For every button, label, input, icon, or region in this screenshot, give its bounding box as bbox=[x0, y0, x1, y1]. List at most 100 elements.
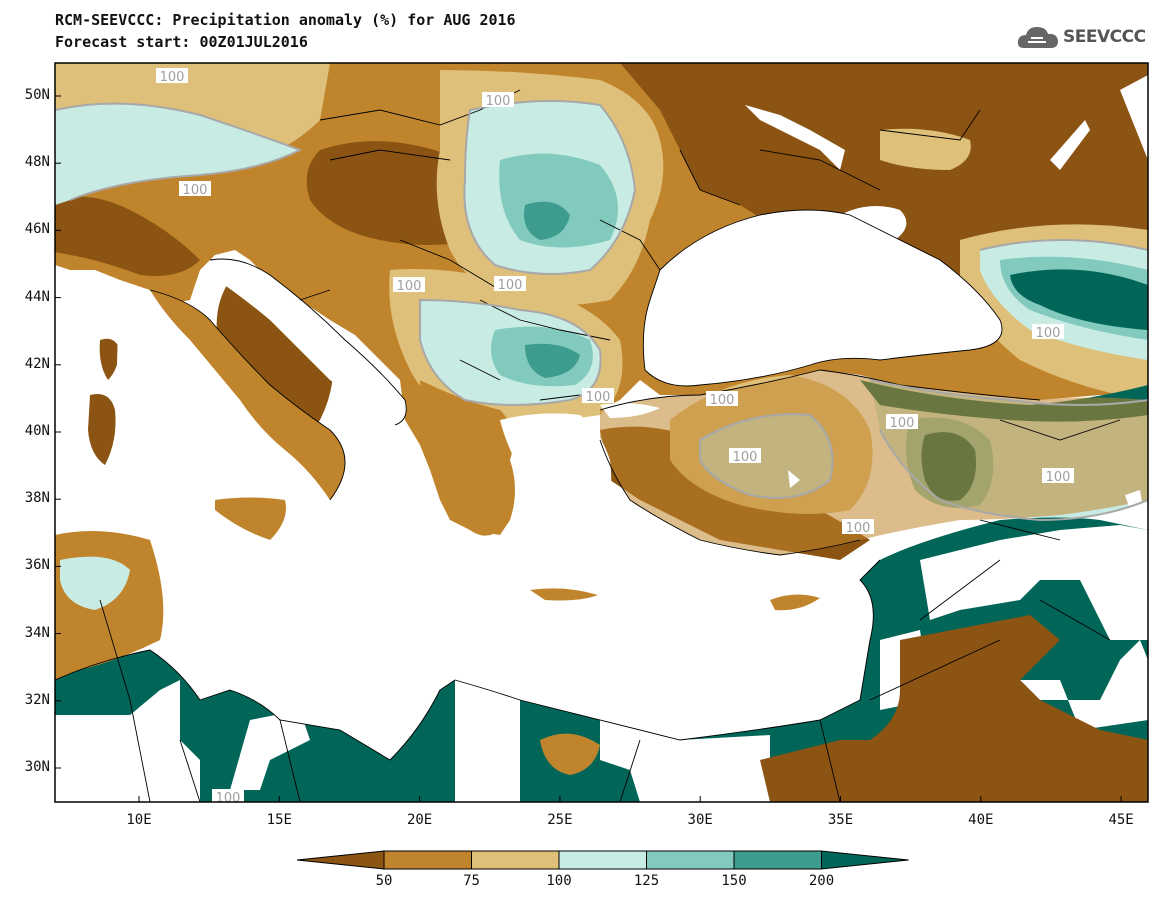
contour-label: 100 bbox=[397, 279, 422, 294]
contour-label-box bbox=[179, 181, 211, 196]
contour-label-box bbox=[212, 789, 244, 804]
contour-label-box bbox=[886, 414, 918, 429]
colorbar-swatch bbox=[558, 850, 647, 870]
colorbar-swatch bbox=[383, 850, 472, 870]
strong-wet-zone bbox=[1010, 269, 1148, 330]
no-data-desert bbox=[920, 525, 1148, 640]
black-sea bbox=[643, 210, 1002, 386]
latitude-label: 36N bbox=[24, 557, 50, 574]
contour-label: 100 bbox=[216, 791, 241, 806]
latitude-label: 38N bbox=[24, 490, 50, 507]
land-cyprus bbox=[770, 594, 820, 611]
deficit-zone bbox=[55, 196, 200, 276]
latitude-label: 46N bbox=[24, 221, 50, 238]
contour-line bbox=[419, 298, 602, 406]
contour-label-box bbox=[1042, 468, 1074, 483]
land-iraq-deficit bbox=[870, 615, 1148, 802]
contour-label: 100 bbox=[486, 94, 511, 109]
contour-label-box bbox=[729, 448, 761, 463]
contour-label: 100 bbox=[1036, 326, 1061, 341]
longitude-label: 25E bbox=[547, 812, 573, 828]
van-lake bbox=[1125, 490, 1145, 525]
latitude-label: 32N bbox=[24, 691, 50, 708]
tuz-lake bbox=[788, 470, 800, 488]
azov-sea bbox=[840, 206, 907, 242]
land-egypt-deficit bbox=[760, 740, 870, 802]
coastline bbox=[55, 559, 881, 761]
coastline bbox=[149, 289, 346, 501]
coastlines-borders bbox=[55, 89, 1121, 802]
contour-line bbox=[55, 102, 303, 201]
land-greece bbox=[420, 380, 515, 536]
contour-label-box bbox=[393, 277, 425, 292]
colorbar-swatch bbox=[646, 850, 735, 870]
colorbar-label: 100 bbox=[546, 873, 572, 889]
coastline bbox=[599, 439, 861, 556]
volga-lake bbox=[1050, 120, 1090, 170]
contour-labels: 100 100 100 100 100 100 100 100 100 100 100 100 100 bbox=[156, 68, 1074, 806]
land-sicily bbox=[215, 497, 286, 540]
colorbar-label: 200 bbox=[808, 873, 835, 889]
marmara-sea bbox=[600, 403, 660, 418]
strong-wet-zone bbox=[524, 201, 570, 240]
deficit-zone bbox=[306, 141, 473, 245]
contour-label: 100 bbox=[586, 390, 611, 405]
cloud-logo-icon bbox=[1017, 27, 1058, 48]
contour-label-box bbox=[582, 388, 614, 403]
contour-line bbox=[699, 413, 834, 499]
contour-100 bbox=[55, 100, 1148, 522]
colorbar-min-arrow bbox=[296, 850, 385, 870]
no-data-desert bbox=[230, 710, 310, 790]
contour-label: 100 bbox=[183, 183, 208, 198]
longitude-label: 40E bbox=[968, 812, 994, 828]
contour-label-box bbox=[842, 519, 874, 534]
contour-label-box bbox=[1032, 324, 1064, 339]
caspian-edge bbox=[1120, 75, 1148, 160]
logo-text: SEEVCCC bbox=[1063, 27, 1146, 47]
land-turkey bbox=[600, 370, 1148, 555]
contour-label: 100 bbox=[160, 70, 185, 85]
no-data-desert bbox=[55, 680, 200, 802]
colorbar-label: 150 bbox=[721, 873, 747, 889]
seevccc-logo: SEEVCCC bbox=[1016, 20, 1146, 54]
contour-label-box bbox=[706, 391, 738, 406]
land-libya-deficit bbox=[540, 733, 600, 775]
map-fields bbox=[55, 63, 1148, 802]
land-corsica bbox=[99, 338, 120, 380]
contour-label: 100 bbox=[498, 278, 523, 293]
contour-label-box bbox=[494, 276, 526, 291]
latitude-label: 30N bbox=[24, 759, 50, 775]
contour-label-box bbox=[156, 68, 188, 83]
longitude-label: 30E bbox=[687, 812, 713, 828]
colorbar-label: 50 bbox=[375, 873, 393, 889]
contour-label: 100 bbox=[1046, 470, 1071, 485]
longitude-label: 15E bbox=[266, 812, 292, 828]
strong-wet-zone bbox=[525, 343, 580, 378]
forecast-start-label: Forecast start: 00Z01JUL2016 bbox=[55, 33, 308, 51]
land-italy bbox=[150, 290, 345, 500]
no-data-desert bbox=[1020, 640, 1148, 730]
contour-line bbox=[869, 379, 1148, 522]
colorbar-swatch bbox=[733, 850, 822, 870]
coastline bbox=[599, 369, 1041, 411]
coastline bbox=[642, 209, 1003, 387]
adriatic-sea bbox=[210, 259, 407, 425]
longitude-label: 20E bbox=[406, 812, 433, 828]
latitude-label: 50N bbox=[24, 87, 50, 103]
contour-line bbox=[463, 100, 637, 275]
longitude-label: 10E bbox=[126, 812, 152, 828]
longitude-label: 45E bbox=[1108, 812, 1134, 828]
tyrrhenian-sea bbox=[116, 300, 270, 495]
contour-label: 100 bbox=[733, 450, 758, 465]
near-normal-zone bbox=[880, 128, 971, 170]
colorbar-label: 125 bbox=[633, 873, 660, 889]
latitude-label: 40N bbox=[24, 423, 50, 439]
border bbox=[99, 89, 1121, 802]
axis-ticks bbox=[55, 95, 1122, 802]
colorbar-max-arrow bbox=[821, 850, 909, 870]
land-crete bbox=[530, 588, 598, 601]
no-data-desert bbox=[600, 720, 770, 802]
colorbar-swatch bbox=[471, 850, 560, 870]
land-sardinia bbox=[88, 394, 116, 465]
contour-label-box bbox=[482, 92, 514, 107]
